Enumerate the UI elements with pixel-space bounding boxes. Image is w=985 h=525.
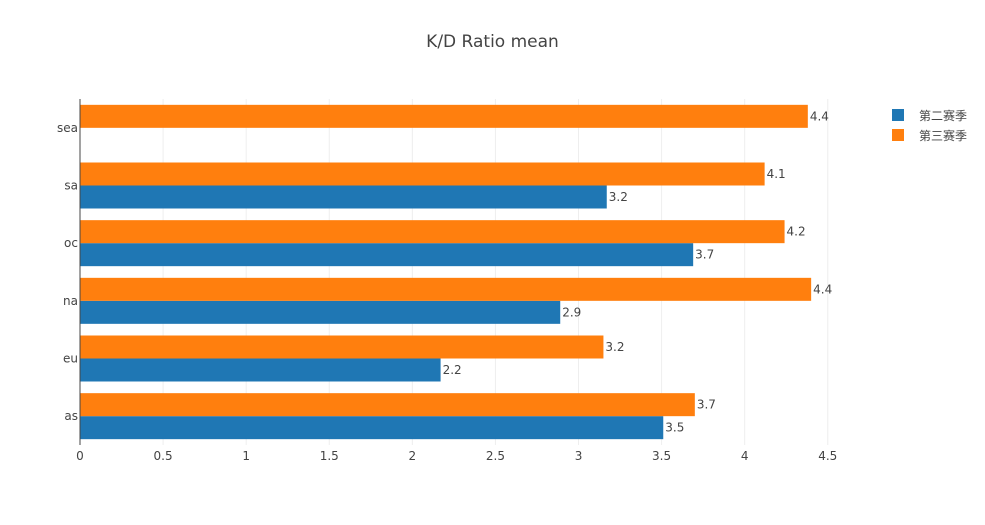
y-tick-label: sea [57, 121, 78, 135]
bar-2-sa[interactable] [80, 162, 765, 186]
bar-1-sa[interactable] [80, 185, 607, 209]
y-tick-label: oc [64, 236, 78, 250]
legend-item-series-2[interactable]: 第三赛季 [892, 126, 967, 144]
legend-swatch-series-2 [892, 129, 904, 141]
bar-2-as[interactable] [80, 393, 695, 417]
bar-label: 2.9 [562, 305, 581, 319]
legend-label-series-1: 第二赛季 [919, 108, 968, 123]
x-tick-label: 1.5 [320, 449, 339, 463]
x-tick-label: 4.5 [818, 449, 837, 463]
chart-title: K/D Ratio mean [426, 32, 559, 52]
x-tick-label: 0 [76, 449, 84, 463]
bar-label: 2.2 [443, 363, 462, 377]
bar-1-oc[interactable] [80, 243, 694, 267]
legend-swatch-series-1 [892, 109, 904, 121]
bar-label: 3.7 [697, 398, 716, 412]
bar-label: 4.2 [787, 225, 806, 239]
legend-label-series-2: 第三赛季 [919, 128, 968, 143]
y-tick-label: sa [64, 179, 78, 193]
legend: 第二赛季 第三赛季 [892, 106, 967, 146]
bar-label: 4.1 [767, 167, 786, 181]
legend-item-series-1[interactable]: 第二赛季 [892, 106, 967, 124]
bar-2-eu[interactable] [80, 335, 604, 359]
x-tick-label: 1 [242, 449, 250, 463]
x-tick-label: 3.5 [652, 449, 671, 463]
x-tick-label: 2.5 [486, 449, 505, 463]
x-tick-label: 2 [409, 449, 417, 463]
y-tick-label: na [63, 294, 78, 308]
bar-1-eu[interactable] [80, 358, 441, 382]
bar-label: 3.2 [605, 340, 624, 354]
bar-label: 3.5 [665, 421, 684, 435]
y-tick-label: as [64, 409, 78, 423]
bar-label: 4.4 [813, 282, 832, 296]
bar-label: 4.4 [810, 109, 829, 123]
x-tick-label: 0.5 [154, 449, 173, 463]
x-tick-label: 3 [575, 449, 583, 463]
bar-1-na[interactable] [80, 300, 561, 324]
bar-1-as[interactable] [80, 416, 664, 440]
y-tick-label: eu [63, 352, 78, 366]
bar-label: 3.2 [609, 190, 628, 204]
bar-2-na[interactable] [80, 277, 812, 301]
x-tick-label: 4 [741, 449, 749, 463]
bar-label: 3.7 [695, 248, 714, 262]
bar-2-sea[interactable] [80, 104, 808, 128]
bar-2-oc[interactable] [80, 220, 785, 244]
